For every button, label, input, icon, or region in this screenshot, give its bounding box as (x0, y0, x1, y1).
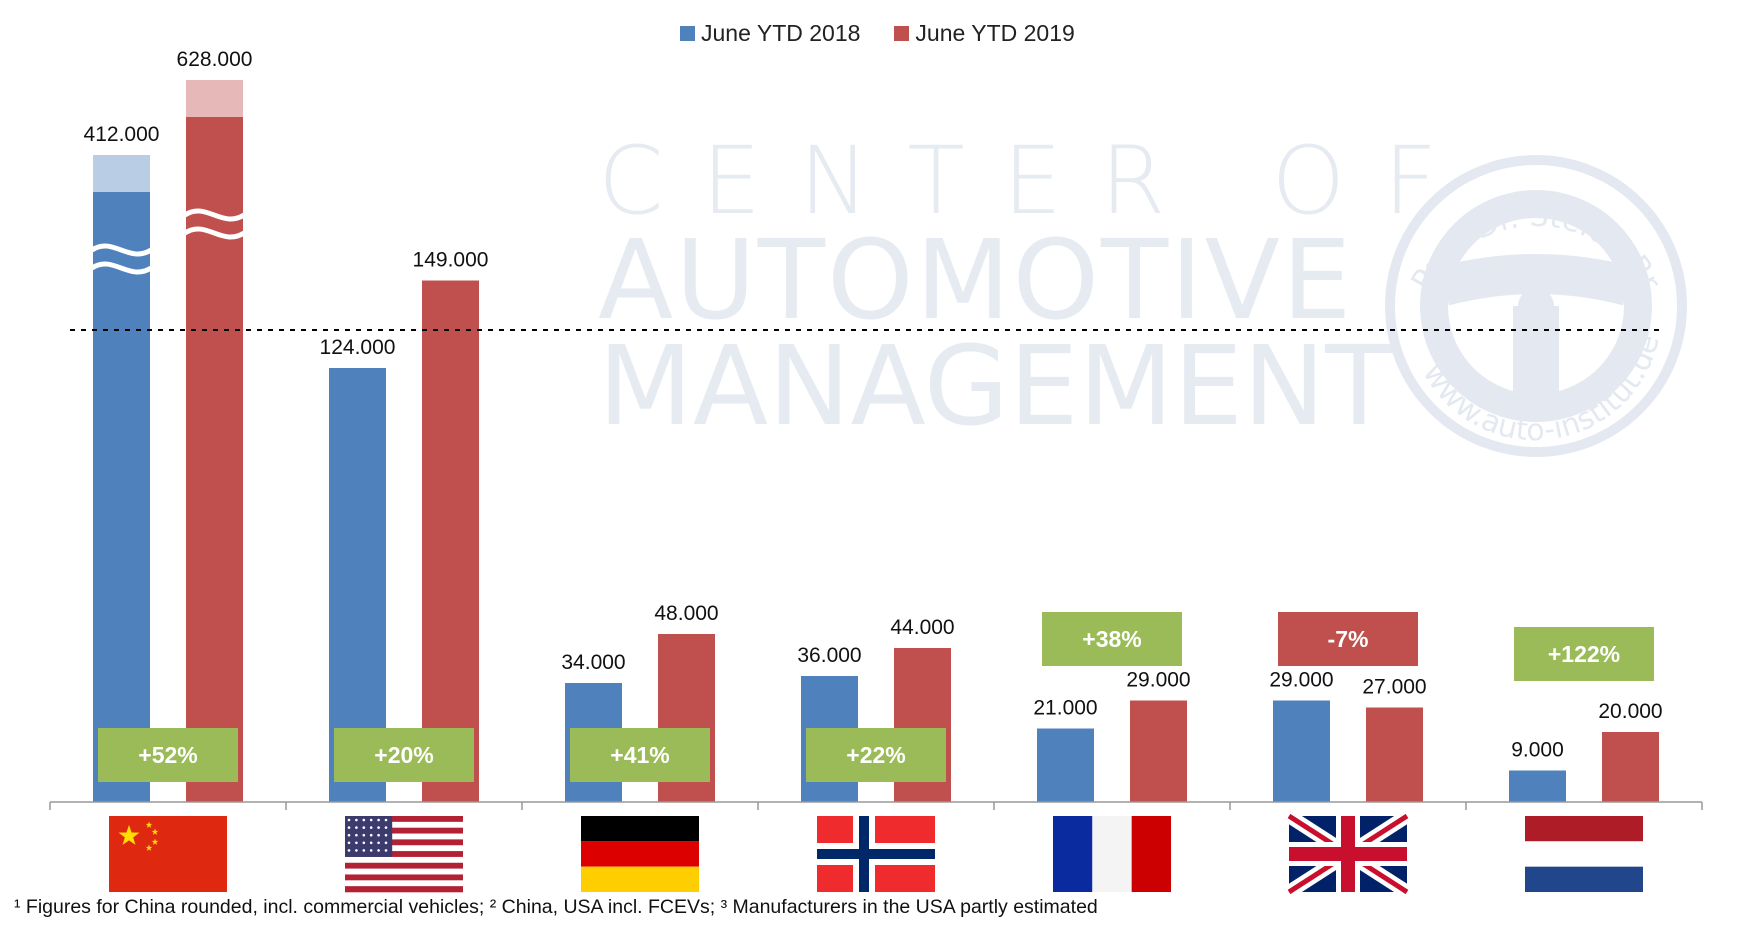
data-label-china-2018: 412.000 (84, 123, 160, 146)
axis-break-mark (90, 243, 153, 257)
watermark-line-2: AUTOMOTIVE (598, 216, 1354, 344)
growth-label-china: +52% (138, 742, 197, 768)
data-label-united-kingdom-2019: 27.000 (1362, 676, 1426, 699)
watermark-logo: CENTER OF AUTOMOTIVE MANAGEMENT (598, 127, 1476, 450)
data-label-usa-2019: 149.000 (413, 249, 489, 272)
legend-item-2018: June YTD 2018 (680, 20, 860, 47)
flag-usa-icon (345, 816, 463, 893)
axis-break-mark (183, 208, 246, 222)
bars-layer (90, 80, 1659, 802)
legend-swatch-2018 (680, 26, 695, 41)
bar-netherlands-2019 (1602, 732, 1659, 802)
growth-box-germany (570, 728, 710, 782)
legend-item-2019: June YTD 2019 (894, 20, 1075, 47)
data-label-netherlands-2019: 20.000 (1598, 700, 1662, 723)
growth-label-france: +38% (1082, 626, 1141, 652)
growth-layer: +52% +20% +41% +22% +38% -7% +122% (98, 612, 1654, 782)
legend-label-2019: June YTD 2019 (915, 20, 1075, 46)
flag-united-kingdom-icon (1285, 810, 1411, 898)
legend-label-2018: June YTD 2018 (701, 20, 861, 46)
footnote: ¹ Figures for China rounded, incl. comme… (14, 896, 1098, 918)
axis-break-mark (183, 226, 246, 240)
data-label-france-2018: 21.000 (1033, 697, 1097, 720)
data-label-china-2019: 628.000 (177, 48, 253, 71)
watermark-line-3: MANAGEMENT (598, 322, 1393, 450)
growth-box-france (1042, 612, 1182, 666)
growth-label-usa: +20% (374, 742, 433, 768)
growth-box-united-kingdom (1278, 612, 1418, 666)
flag-netherlands-icon (1525, 816, 1643, 892)
bar-netherlands-2018 (1509, 770, 1566, 802)
bar-france-2019 (1130, 700, 1187, 802)
flag-france-icon (1053, 816, 1171, 892)
data-label-netherlands-2018: 9.000 (1511, 739, 1564, 762)
seal-watermark (1385, 155, 1687, 457)
bar-cap-china-2018 (93, 155, 150, 192)
growth-box-netherlands (1514, 627, 1654, 681)
labels-layer: 412.000 628.000 124.000 149.000 34.000 48.000… (84, 48, 1663, 762)
growth-label-united-kingdom: -7% (1328, 626, 1369, 652)
flag-norway-icon (817, 816, 935, 892)
data-label-france-2019: 29.000 (1126, 669, 1190, 692)
growth-label-netherlands: +122% (1548, 641, 1620, 667)
data-label-norway-2018: 36.000 (797, 644, 861, 667)
flags-layer (109, 810, 1643, 898)
bar-china-2019 (186, 80, 243, 802)
axis-break-mark (90, 261, 153, 275)
bar-usa-2019 (422, 280, 479, 802)
flag-germany-icon (581, 816, 699, 892)
legend-swatch-2019 (894, 26, 910, 41)
data-label-germany-2018: 34.000 (561, 651, 625, 674)
data-label-united-kingdom-2018: 29.000 (1269, 669, 1333, 692)
growth-box-norway (806, 728, 946, 782)
data-label-norway-2019: 44.000 (890, 616, 954, 639)
legend: June YTD 2018 June YTD 2019 (680, 20, 1075, 47)
data-label-usa-2018: 124.000 (320, 336, 396, 359)
bar-cap-china-2019 (186, 80, 243, 117)
bar-united-kingdom-2018 (1273, 700, 1330, 802)
growth-box-china (98, 728, 238, 782)
flag-china-icon (109, 816, 227, 892)
watermark-line-1: CENTER OF (598, 127, 1476, 236)
bar-france-2018 (1037, 728, 1094, 802)
data-label-germany-2019: 48.000 (654, 602, 718, 625)
growth-box-usa (334, 728, 474, 782)
growth-label-norway: +22% (846, 742, 905, 768)
bar-united-kingdom-2019 (1366, 707, 1423, 802)
growth-label-germany: +41% (610, 742, 669, 768)
x-axis (49, 801, 1703, 810)
